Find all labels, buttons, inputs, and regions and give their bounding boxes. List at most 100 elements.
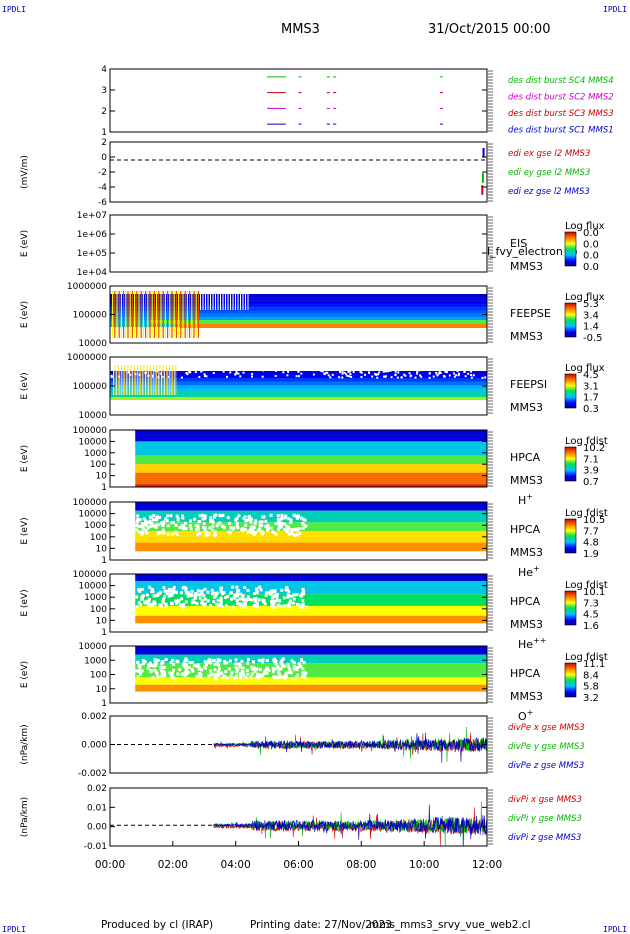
speckle bbox=[161, 669, 165, 673]
speckle bbox=[209, 517, 213, 521]
gap-stripe bbox=[215, 290, 216, 310]
speckle bbox=[300, 675, 304, 679]
speckle bbox=[451, 369, 454, 372]
hpca_hepp-cbar-title: Log fdist bbox=[565, 580, 608, 591]
hpca_hepp-cbar-tick: 7.3 bbox=[583, 598, 599, 609]
speckle bbox=[183, 363, 186, 366]
speckle bbox=[205, 530, 209, 534]
speckle bbox=[202, 594, 206, 598]
panel-frame bbox=[109, 573, 488, 633]
speckle bbox=[303, 518, 307, 522]
heat-band bbox=[110, 317, 487, 321]
series-line bbox=[213, 732, 487, 763]
hpca_he-heatmap bbox=[111, 502, 487, 559]
heat-band bbox=[135, 574, 487, 581]
speckle bbox=[274, 533, 278, 537]
speckle bbox=[181, 514, 185, 518]
speckle bbox=[195, 593, 199, 597]
speckle bbox=[295, 527, 299, 531]
speckle bbox=[264, 519, 268, 523]
speckle bbox=[244, 601, 248, 605]
heat-band bbox=[135, 646, 487, 655]
speckle bbox=[235, 599, 239, 603]
speckle bbox=[244, 519, 248, 523]
heat-band bbox=[110, 385, 487, 389]
eis-colorbar bbox=[564, 231, 577, 267]
speckle bbox=[222, 591, 226, 595]
speckle bbox=[174, 590, 178, 594]
speckle bbox=[295, 375, 298, 378]
speckle bbox=[159, 605, 163, 609]
speckle bbox=[171, 662, 175, 666]
hpca_o-sc-label: MMS3 bbox=[510, 690, 543, 703]
speckle bbox=[287, 665, 291, 669]
feepse-ytick-label: 10000 bbox=[78, 339, 107, 349]
speckle bbox=[222, 370, 225, 373]
speckle bbox=[290, 530, 294, 534]
speckle bbox=[290, 676, 294, 680]
speckle bbox=[212, 372, 215, 375]
speckle bbox=[221, 592, 225, 596]
speckle bbox=[149, 604, 153, 608]
speckle bbox=[184, 589, 188, 593]
speckle bbox=[164, 602, 168, 606]
speckle bbox=[288, 668, 292, 672]
speckle bbox=[341, 372, 344, 375]
speckle bbox=[239, 673, 243, 677]
speckle bbox=[261, 660, 265, 664]
speckle bbox=[153, 660, 157, 664]
speckle bbox=[327, 374, 330, 377]
corner-label-bottom-left: IPDLI bbox=[2, 925, 27, 934]
speckle bbox=[276, 598, 280, 602]
gap-stripe bbox=[232, 290, 234, 310]
speckle bbox=[248, 518, 252, 522]
x-tick-label: 00:00 bbox=[95, 859, 125, 871]
hpca_h-cbar-tick: 3.9 bbox=[583, 466, 599, 477]
speckle bbox=[276, 517, 280, 521]
speckle bbox=[289, 368, 292, 371]
heat-band bbox=[110, 294, 487, 298]
speckle bbox=[245, 668, 249, 672]
hpca_h-ytick-label: 100 bbox=[90, 460, 107, 470]
speckle bbox=[281, 675, 285, 679]
burst-stripe bbox=[134, 291, 136, 338]
speckle bbox=[184, 521, 188, 525]
speckle bbox=[234, 373, 237, 376]
speckle bbox=[168, 671, 172, 675]
speckle bbox=[279, 604, 283, 608]
hpca_o-ytick-label: 10000 bbox=[78, 642, 107, 652]
burst-stripe bbox=[143, 365, 145, 395]
speckle bbox=[146, 602, 150, 606]
speckle bbox=[456, 365, 459, 368]
burst-stripe bbox=[161, 365, 162, 395]
speckle bbox=[283, 527, 287, 531]
speckle bbox=[275, 675, 279, 679]
speckle bbox=[417, 369, 420, 372]
speckle bbox=[186, 591, 190, 595]
speckle bbox=[170, 675, 174, 679]
speckle bbox=[150, 521, 154, 525]
panel-frame bbox=[109, 214, 488, 273]
burst-stripe bbox=[122, 365, 124, 395]
speckle bbox=[198, 596, 202, 600]
heat-band bbox=[135, 430, 487, 442]
burst-stripe bbox=[160, 291, 162, 338]
speckle bbox=[348, 365, 351, 368]
speckle bbox=[171, 658, 175, 662]
speckle bbox=[420, 375, 423, 378]
speckle bbox=[284, 588, 288, 592]
speckle bbox=[247, 530, 251, 534]
speckle bbox=[294, 514, 298, 518]
speckle bbox=[206, 659, 210, 663]
speckle bbox=[252, 526, 256, 530]
speckle bbox=[201, 513, 205, 517]
heat-band bbox=[135, 502, 487, 511]
speckle bbox=[111, 375, 114, 378]
speckle bbox=[183, 659, 187, 663]
speckle bbox=[203, 526, 207, 530]
speckle bbox=[197, 520, 201, 524]
hpca_hepp-ylabel: E (eV) bbox=[20, 589, 30, 616]
speckle bbox=[154, 369, 157, 372]
speckle bbox=[265, 671, 269, 675]
speckle bbox=[217, 663, 221, 667]
